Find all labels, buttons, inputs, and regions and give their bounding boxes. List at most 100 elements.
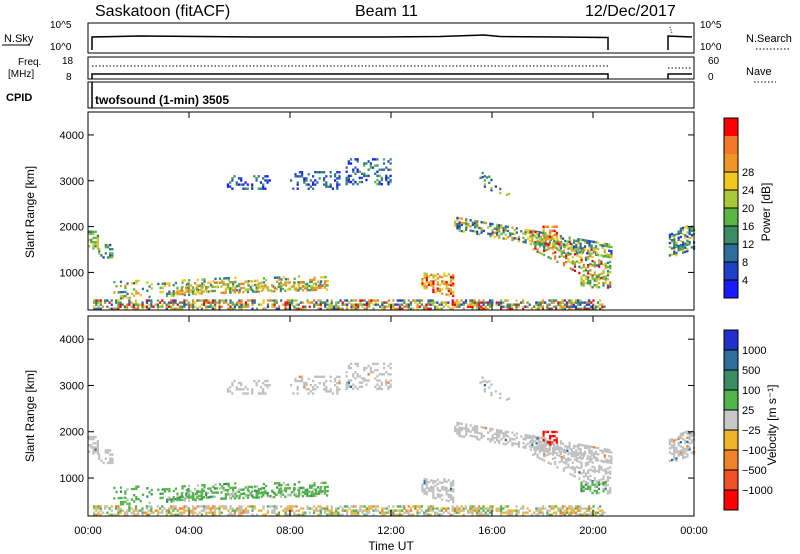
velocity-cell bbox=[255, 496, 258, 499]
power-cell bbox=[253, 290, 256, 294]
power-cell bbox=[506, 303, 509, 306]
power-cell bbox=[203, 299, 206, 302]
velocity-cell bbox=[96, 439, 99, 443]
power-cell bbox=[174, 299, 177, 302]
power-cell bbox=[456, 225, 459, 228]
power-cell bbox=[579, 244, 582, 248]
velocity-cell bbox=[152, 511, 155, 514]
velocity-cell bbox=[128, 502, 131, 505]
velocity-cell bbox=[458, 432, 461, 436]
velocity-cell bbox=[301, 490, 304, 494]
power-cell bbox=[489, 305, 492, 308]
power-cell bbox=[403, 305, 406, 308]
velocity-cell bbox=[237, 381, 241, 385]
power-cell bbox=[551, 243, 555, 247]
power-cell bbox=[584, 281, 587, 285]
power-cell bbox=[305, 177, 308, 180]
power-cell bbox=[222, 281, 225, 284]
power-cell bbox=[242, 183, 245, 186]
power-cell bbox=[546, 225, 550, 228]
velocity-cell bbox=[504, 511, 507, 514]
velocity-cell bbox=[247, 511, 250, 514]
velocity-cell bbox=[316, 386, 319, 389]
power-cell bbox=[304, 307, 307, 310]
velocity-cell bbox=[497, 509, 501, 512]
power-cell bbox=[432, 284, 435, 287]
power-cell bbox=[684, 244, 687, 247]
velocity-cell bbox=[517, 511, 520, 514]
velocity-cell bbox=[242, 496, 245, 500]
velocity-cell bbox=[673, 443, 676, 446]
power-cell bbox=[531, 231, 534, 235]
velocity-cell bbox=[95, 513, 98, 516]
velocity-cell bbox=[469, 509, 472, 512]
power-cell bbox=[539, 301, 542, 304]
velocity-cell bbox=[519, 507, 523, 510]
velocity-cell bbox=[176, 509, 179, 512]
power-cell bbox=[451, 301, 454, 304]
power-cell bbox=[352, 178, 355, 182]
power-cell bbox=[542, 242, 545, 245]
power-cell bbox=[347, 178, 350, 182]
velocity-cell bbox=[460, 435, 463, 438]
velocity-cell bbox=[128, 509, 131, 512]
power-cell bbox=[168, 290, 171, 293]
nsky-tick-bottom: 10^0 bbox=[50, 42, 72, 53]
power-cell bbox=[688, 232, 691, 235]
power-cell bbox=[462, 307, 465, 310]
power-cell bbox=[200, 303, 204, 306]
power-cell bbox=[240, 301, 243, 304]
power-cell bbox=[244, 301, 248, 304]
velocity-cell bbox=[95, 505, 98, 508]
velocity-cell bbox=[500, 509, 503, 512]
velocity-cell bbox=[589, 485, 592, 488]
velocity-cell bbox=[319, 488, 322, 491]
power-cell bbox=[134, 299, 138, 302]
velocity-cell bbox=[126, 511, 129, 514]
power-cell bbox=[293, 299, 296, 302]
velocity-cell bbox=[262, 388, 265, 391]
power-cell bbox=[532, 248, 535, 251]
velocity-cell bbox=[441, 498, 444, 501]
power-cell bbox=[313, 276, 316, 279]
power-cell bbox=[572, 305, 575, 308]
power-cell bbox=[604, 275, 607, 279]
power-cell bbox=[117, 305, 120, 308]
velocity-cell bbox=[563, 513, 567, 516]
velocity-cell bbox=[582, 454, 585, 458]
power-cell bbox=[132, 303, 135, 306]
velocity-cell bbox=[97, 511, 100, 514]
velocity-cell bbox=[244, 392, 247, 395]
velocity-cell bbox=[298, 480, 301, 484]
power-cell bbox=[537, 307, 540, 310]
power-cell bbox=[588, 303, 591, 306]
power-cell bbox=[271, 305, 274, 308]
power-cell bbox=[604, 264, 607, 268]
velocity-cell bbox=[679, 453, 682, 456]
power-cell bbox=[251, 307, 254, 310]
power-cell bbox=[222, 301, 226, 304]
power-ytick-label: 1000 bbox=[60, 267, 84, 279]
velocity-cell bbox=[467, 430, 470, 433]
velocity-cell bbox=[582, 475, 585, 478]
velocity-cell bbox=[317, 505, 320, 508]
power-cell bbox=[251, 280, 254, 283]
power-cell bbox=[209, 281, 212, 285]
velocity-cell bbox=[224, 493, 227, 496]
power-cell bbox=[494, 185, 497, 188]
power-cell bbox=[555, 225, 558, 228]
velocity-cell bbox=[365, 511, 369, 514]
power-cell bbox=[517, 237, 521, 241]
power-cell bbox=[482, 229, 485, 233]
velocity-cell bbox=[423, 511, 426, 514]
power-cell bbox=[225, 277, 228, 280]
velocity-cell bbox=[383, 511, 386, 514]
power-cell bbox=[473, 303, 476, 306]
power-cell bbox=[517, 305, 520, 308]
velocity-cell bbox=[284, 511, 287, 514]
power-cell bbox=[225, 301, 228, 304]
velocity-cell bbox=[570, 452, 573, 455]
power-cell bbox=[220, 305, 223, 308]
velocity-cell bbox=[170, 511, 173, 514]
power-cell bbox=[673, 250, 676, 253]
